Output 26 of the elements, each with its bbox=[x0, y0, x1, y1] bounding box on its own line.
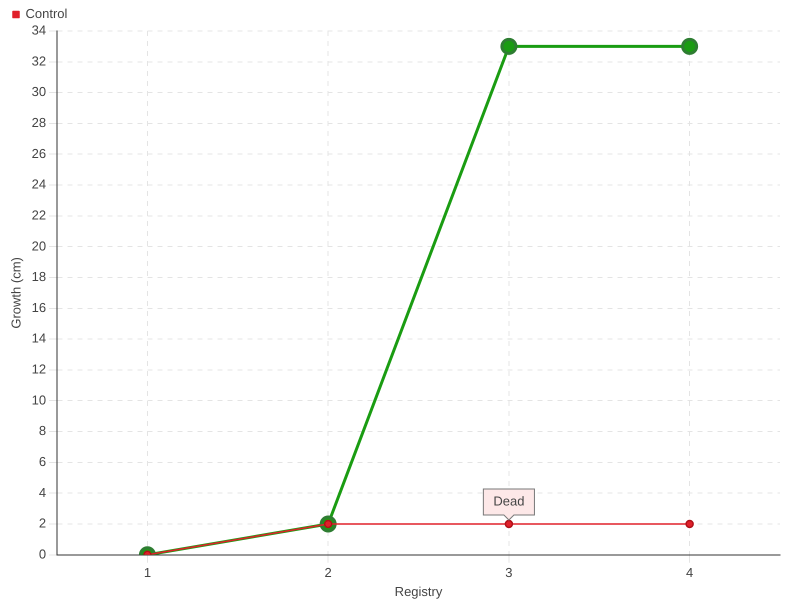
y-tick-label: 8 bbox=[38, 423, 46, 438]
y-tick-label: 0 bbox=[38, 546, 46, 562]
y-tick-label: 14 bbox=[32, 330, 46, 346]
y-tick-label: 6 bbox=[38, 454, 46, 469]
annotation: Dead bbox=[493, 494, 524, 509]
y-tick-label: 32 bbox=[32, 53, 46, 68]
y-tick-label: 24 bbox=[32, 176, 46, 192]
y-tick-label: 18 bbox=[32, 269, 46, 284]
x-axis-title: Registry bbox=[394, 584, 443, 599]
y-tick-label: 34 bbox=[32, 22, 46, 38]
y-tick-label: 20 bbox=[32, 238, 46, 254]
legend-label: Control bbox=[26, 6, 68, 22]
y-tick-label: 4 bbox=[38, 484, 46, 500]
x-tick-label: 1 bbox=[144, 565, 152, 580]
y-tick-label: 10 bbox=[32, 392, 46, 408]
x-tick-label: 4 bbox=[686, 565, 694, 580]
y-tick-label: 16 bbox=[32, 300, 46, 315]
y-tick-label: 30 bbox=[32, 84, 46, 100]
y-tick-label: 2 bbox=[38, 516, 46, 531]
x-tick-label: 2 bbox=[324, 565, 332, 580]
x-tick-label: 3 bbox=[505, 565, 513, 580]
y-tick-label: 28 bbox=[32, 115, 46, 130]
y-tick-label: 26 bbox=[32, 146, 46, 161]
y-tick-label: 22 bbox=[32, 207, 46, 222]
y-tick-label: 12 bbox=[32, 362, 46, 377]
y-axis-title: Growth (cm) bbox=[8, 257, 24, 329]
